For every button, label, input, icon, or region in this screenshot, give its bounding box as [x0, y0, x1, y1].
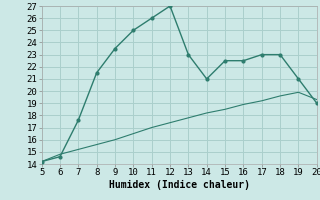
- X-axis label: Humidex (Indice chaleur): Humidex (Indice chaleur): [109, 180, 250, 190]
